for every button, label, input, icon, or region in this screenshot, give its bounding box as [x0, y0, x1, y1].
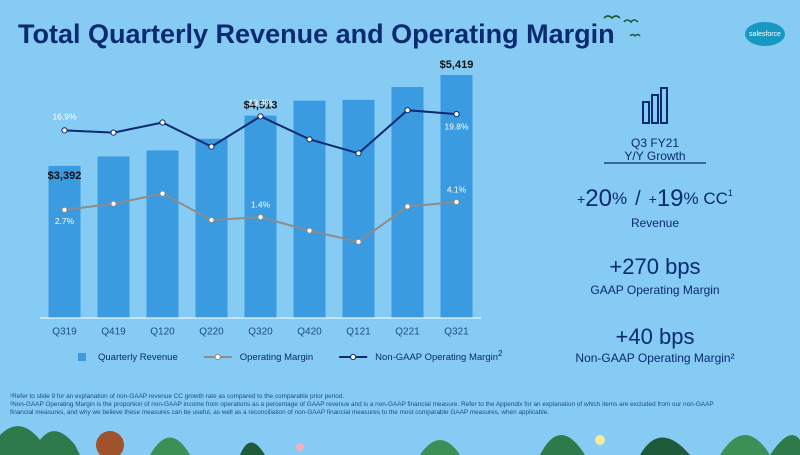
x-tick-label: Q319	[52, 327, 77, 338]
legend-label: Quarterly Revenue	[98, 352, 178, 363]
marker	[355, 150, 362, 157]
marker	[159, 190, 166, 197]
slash: /	[635, 188, 641, 210]
marker	[355, 238, 362, 245]
bar-icon	[642, 87, 668, 124]
footnotes: ¹Refer to slide 9 for an explanation of …	[10, 393, 730, 417]
footnote: ²Non-GAAP Operating Margin is the propor…	[10, 401, 714, 416]
legend-name: Operating Margin	[240, 352, 313, 363]
data-label: 19.8%	[444, 121, 469, 131]
bird	[629, 33, 641, 38]
legend-swatch	[78, 353, 86, 361]
revenue-label: Revenue	[631, 216, 679, 230]
marker	[257, 214, 264, 221]
revenue-growth: +20% / +19% CC1	[577, 185, 733, 212]
bar	[342, 99, 375, 318]
unit: % CC	[684, 189, 728, 208]
x-tick-label: Q419	[101, 327, 126, 338]
bar	[97, 156, 130, 318]
subtitle: Y/Y Growth	[624, 149, 685, 163]
data-label: $4,513	[244, 100, 278, 112]
x-tick-label: Q321	[444, 327, 469, 338]
marker	[110, 129, 117, 136]
x-tick-label: Q120	[150, 327, 175, 338]
bar	[391, 87, 424, 318]
legend-marker	[214, 353, 221, 361]
bird	[623, 19, 639, 24]
marker	[453, 198, 460, 206]
marker	[61, 127, 68, 134]
marker	[257, 113, 264, 120]
x-tick-label: Q221	[395, 327, 420, 338]
bird	[603, 15, 621, 20]
legend-name: Quarterly Revenue	[98, 352, 178, 363]
growth: 19	[657, 185, 684, 212]
marker	[306, 136, 313, 143]
foliage	[0, 426, 800, 455]
data-label: $3,392	[48, 170, 82, 182]
data-label: 2.7%	[55, 216, 75, 226]
marker	[61, 206, 68, 213]
unit: %	[612, 189, 627, 208]
x-tick-label: Q220	[199, 327, 224, 338]
legend-label: Non-GAAP Operating Margin2	[375, 349, 503, 362]
data-label: 1.4%	[251, 199, 271, 209]
chart-title: Total Quarterly Revenue and Operating Ma…	[18, 19, 615, 49]
legend-name: Non-GAAP Operating Margin	[375, 352, 498, 363]
logo-cloud	[745, 22, 785, 46]
marker	[110, 200, 117, 207]
marker	[453, 111, 460, 118]
nongaap-label: Non-GAAP Operating Margin²	[575, 351, 734, 365]
gaap-label: GAAP Operating Margin	[590, 283, 719, 297]
legend-label: Operating Margin	[240, 352, 313, 363]
marker	[208, 216, 215, 224]
period: Q3 FY21	[631, 136, 679, 150]
marker	[404, 107, 411, 114]
marker	[404, 203, 411, 210]
bar	[146, 150, 179, 318]
plus: +	[577, 191, 585, 207]
marker	[208, 143, 215, 150]
data-label: 16.9%	[52, 112, 77, 122]
data-label: 19.4%	[248, 98, 273, 108]
legend-sup: 2	[498, 349, 503, 358]
marker	[306, 227, 313, 234]
growth: 20	[585, 185, 612, 212]
plus: +	[649, 191, 657, 207]
marker	[159, 119, 166, 126]
data-label: $5,419	[440, 59, 474, 71]
footnote: ¹Refer to slide 9 for an explanation of …	[10, 393, 345, 400]
x-tick-label: Q420	[297, 327, 322, 338]
x-tick-label: Q320	[248, 327, 273, 338]
nongaap-change: +40 bps	[616, 324, 695, 349]
data-label: 4.1%	[447, 184, 467, 194]
footnote-ref: 1	[728, 188, 733, 198]
logo-text: salesforce	[749, 31, 781, 38]
bar	[195, 138, 228, 318]
legend-marker	[350, 353, 357, 361]
x-tick-label: Q121	[346, 327, 371, 338]
gaap-change: +270 bps	[609, 254, 700, 279]
bar	[48, 165, 81, 318]
